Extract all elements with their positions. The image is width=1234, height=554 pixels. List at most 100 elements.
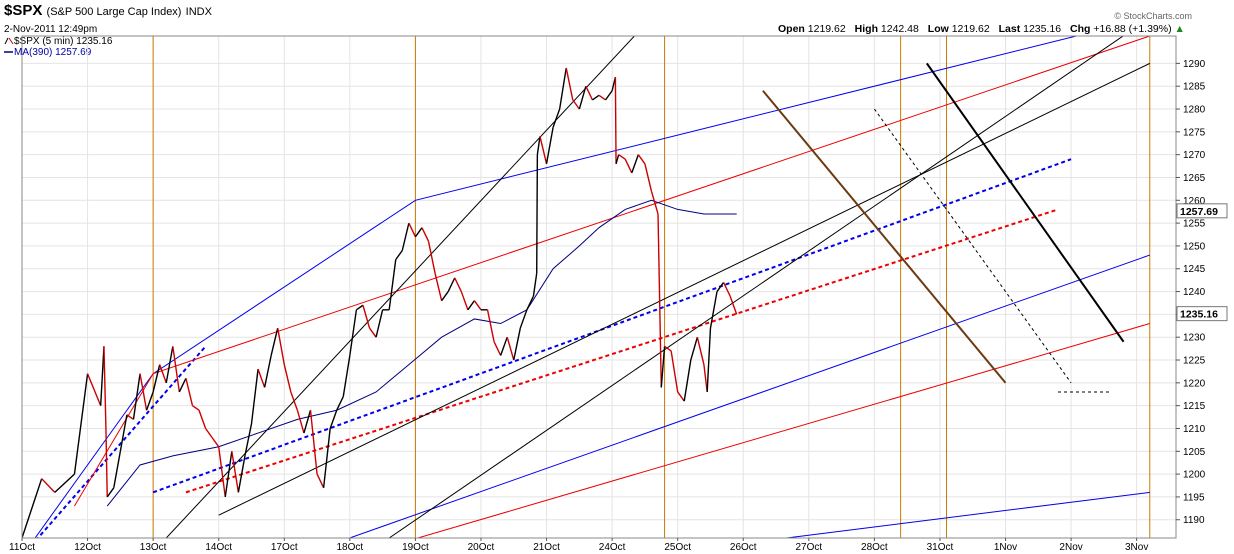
up-triangle-icon: ▲ [1174,23,1185,35]
ma-line [106,199,737,507]
y-tick-label: 1200 [1183,470,1206,481]
x-tick-label: 25Oct [664,542,691,553]
last-label: Last [998,23,1021,35]
trendline [185,208,1059,494]
trendline [873,108,1072,384]
price-segment [388,259,397,310]
price-segment [657,213,662,388]
price-segment [434,273,443,301]
y-tick-label: 1265 [1183,173,1206,184]
chg-label: Chg [1070,23,1091,35]
price-segment [624,158,633,174]
price-segment [355,304,364,311]
price-segment [309,410,318,475]
price-segment [99,346,105,406]
price-segment [342,355,351,397]
plot-frame [21,35,1177,539]
price-segment [211,437,220,448]
price-segment [592,94,600,101]
index-name: (S&P 500 Large Cap Index) [46,6,182,18]
price-segment [506,337,515,361]
x-tick-label: 18Oct [336,542,363,553]
y-tick-label: 1250 [1183,241,1206,252]
price-segment [467,300,475,311]
price-segment [172,346,181,393]
trendline [348,254,1150,538]
price-segment [329,409,338,429]
open-label: Open [778,23,805,35]
price-segment [349,309,358,356]
y-tick-label: 1255 [1183,219,1206,230]
price-segment [73,373,89,475]
x-tick-label: 14Oct [205,542,232,553]
price-segment [336,396,344,411]
price-segment [113,451,122,488]
price-segment [716,282,725,292]
legend-ma-swatch [4,51,13,54]
trendline [388,36,1124,538]
price-segment [532,273,538,297]
price-segment [677,391,685,402]
price-segment [618,154,626,160]
price-segment [368,327,377,338]
x-tick-label: 27Oct [795,542,822,553]
price-segment [395,250,403,261]
high-value: 1242.48 [880,23,919,35]
y-tick-label: 1260 [1183,196,1206,207]
x-tick-label: 13Oct [140,542,167,553]
y-axis-tag-box [1176,203,1228,219]
price-segment [218,446,226,498]
price-segment [709,291,718,329]
chart-title: $SPX (S&P 500 Large Cap Index) INDX [4,2,212,19]
price-segment [421,227,430,242]
price-segment [683,359,692,402]
trendline [926,62,1125,343]
y-tick-label: 1190 [1183,515,1205,526]
legend-ma: MA(390) 1257.69 [4,47,91,58]
price-segment [237,455,246,493]
price-segment [565,67,574,101]
price-segment [244,423,253,456]
price-segment [257,368,266,388]
chart-date: 2-Nov-2011 12:49pm [4,24,98,35]
x-tick-label: 28Oct [861,542,888,553]
x-tick-label: 21Oct [533,542,560,553]
x-tick-label: 24Oct [599,542,626,553]
price-segment [473,300,482,311]
price-segment [703,364,708,393]
price-segment [126,414,134,420]
y-tick-label: 1285 [1183,82,1206,93]
price-segment [427,241,436,274]
price-segment [644,163,653,192]
price-segment [22,478,43,538]
price-segment [650,190,659,215]
price-segment [231,451,240,493]
y-tick-label: 1205 [1183,447,1206,458]
price-segment [690,337,699,361]
price-segment [447,277,456,292]
y-tick-label: 1245 [1183,264,1206,275]
y-tick-label: 1290 [1183,59,1206,70]
y-tick-label: 1230 [1183,333,1206,344]
price-segment [165,346,174,383]
price-segment [106,487,115,498]
exchange-label: INDX [185,6,212,18]
y-axis-tag-label: 1257.69 [1180,206,1218,218]
price-segment [132,373,141,420]
price-segment [86,373,102,406]
price-segment [499,336,508,356]
price-segment [263,355,272,388]
y-tick-label: 1270 [1183,150,1206,161]
price-segment [519,309,528,329]
price-segment [614,77,617,164]
x-tick-label: 19Oct [402,542,429,553]
legend-price-text: $SPX (5 min) 1235.16 [14,36,113,47]
price-segment [145,391,154,411]
price-segment [545,127,554,164]
y-tick-label: 1215 [1183,401,1206,412]
price-segment [722,282,731,297]
price-segment [205,428,213,439]
price-segment [660,346,666,388]
price-segment [375,309,384,338]
